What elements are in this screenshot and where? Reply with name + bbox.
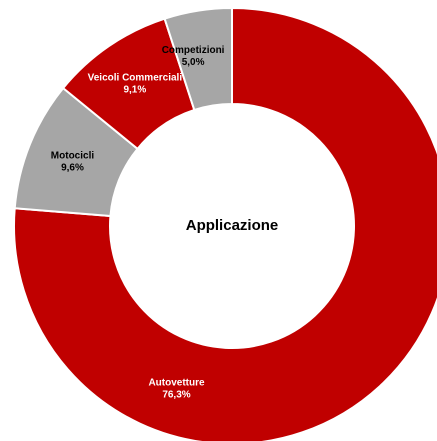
value-label-competizioni: 5,0% bbox=[182, 57, 205, 68]
chart-title: Applicazione bbox=[186, 217, 279, 234]
value-label-motocicli: 9,6% bbox=[61, 162, 84, 173]
label-veicoli-commerciali: Veicoli Commerciali bbox=[88, 73, 183, 84]
label-competizioni: Competizioni bbox=[162, 45, 225, 56]
slice-autovetture bbox=[13, 7, 437, 441]
label-autovetture: Autovetture bbox=[148, 377, 205, 388]
label-motocicli: Motocicli bbox=[51, 150, 95, 161]
value-label-autovetture: 76,3% bbox=[162, 389, 190, 400]
slice-competizioni bbox=[163, 7, 233, 111]
slices-group bbox=[13, 7, 437, 441]
value-label-veicoli-commerciali: 9,1% bbox=[123, 85, 146, 96]
